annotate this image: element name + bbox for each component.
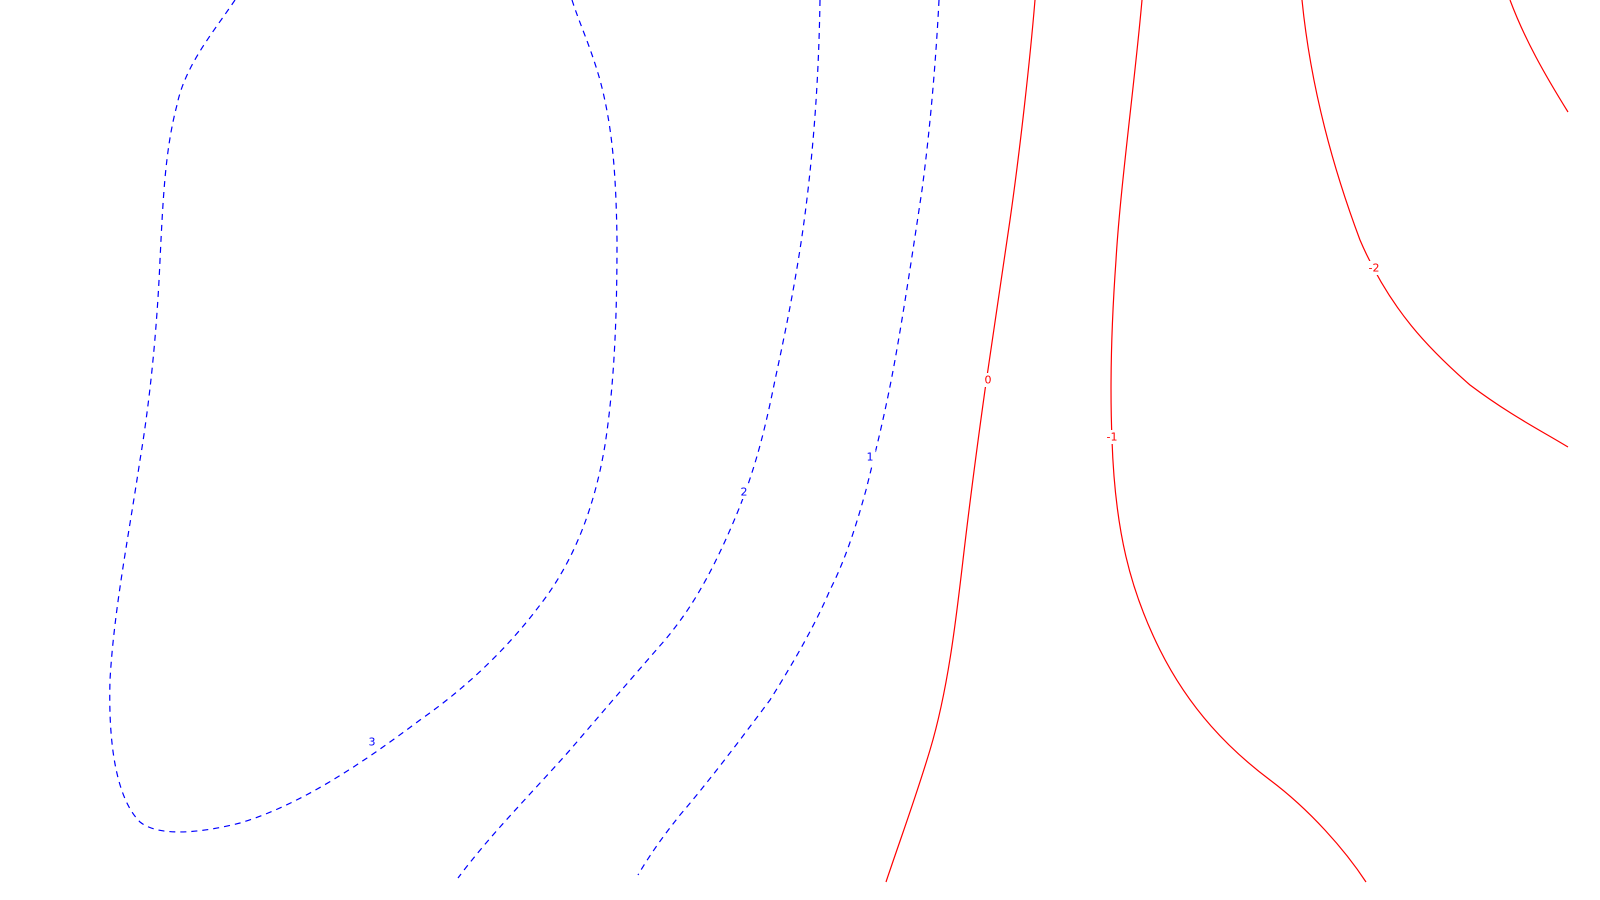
contour-lines bbox=[109, 0, 1569, 883]
contour-label-level-0: 0 bbox=[985, 374, 992, 387]
contour-line-level-neg2 bbox=[1301, 0, 1569, 448]
contour-label-level-2: 2 bbox=[741, 486, 748, 499]
contour-label-level-neg1: -1 bbox=[1107, 431, 1118, 444]
contour-label-background bbox=[366, 735, 378, 749]
contour-line-level-0 bbox=[885, 0, 1036, 883]
contour-label-level-neg2: -2 bbox=[1369, 262, 1380, 275]
contour-label-background bbox=[1103, 430, 1121, 444]
contour-line-level-3 bbox=[109, 0, 618, 833]
contour-line-level-neg1 bbox=[1110, 0, 1367, 883]
contour-line-level-2 bbox=[457, 0, 821, 879]
contour-label-background bbox=[864, 450, 876, 464]
contour-label-level-1: 1 bbox=[867, 451, 874, 464]
contour-label-background bbox=[982, 373, 994, 387]
contour-label-background bbox=[738, 485, 750, 499]
contour-labels: 3 2 1 0 -1 -2 bbox=[366, 261, 1383, 749]
contour-line-level-neg3 bbox=[1509, 0, 1569, 113]
contour-label-level-3: 3 bbox=[369, 736, 376, 749]
contour-line-level-1 bbox=[637, 0, 940, 876]
contour-label-background bbox=[1365, 261, 1383, 275]
